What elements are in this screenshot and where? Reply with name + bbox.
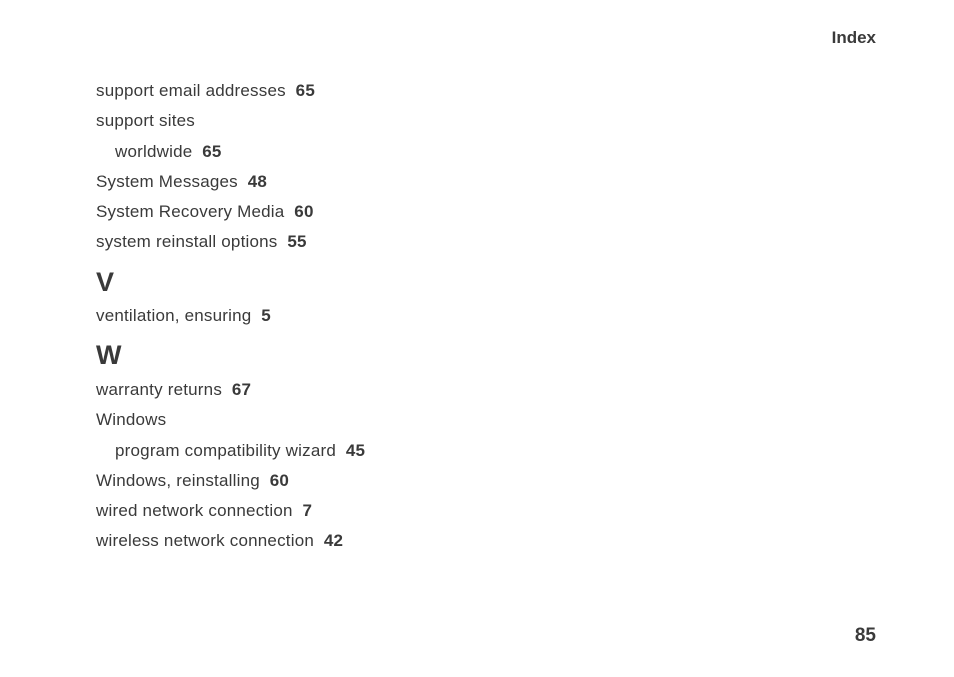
index-entry: wireless network connection 42 [96,526,876,556]
index-page-ref: 67 [232,380,251,399]
index-term: wired network connection [96,501,293,520]
index-entry: ventilation, ensuring 5 [96,301,876,331]
index-term: wireless network connection [96,531,314,550]
index-entry: support sites [96,106,876,136]
index-header: Index [96,28,876,48]
page-number: 85 [855,625,876,647]
index-page-ref: 65 [202,142,221,161]
index-term: Windows, reinstalling [96,471,260,490]
index-term: support email addresses [96,81,286,100]
index-page-ref: 55 [287,232,306,251]
index-entry: support email addresses 65 [96,76,876,106]
index-term: worldwide [115,142,192,161]
index-entry: wired network connection 7 [96,496,876,526]
section-letter-w: W [96,341,876,371]
index-page-ref: 60 [270,471,289,490]
index-page-ref: 45 [346,441,365,460]
index-sub-entry: worldwide 65 [96,137,876,167]
index-entry: warranty returns 67 [96,375,876,405]
index-page-ref: 7 [302,501,312,520]
index-entry: system reinstall options 55 [96,227,876,257]
index-term: Windows [96,410,166,429]
index-term: ventilation, ensuring [96,306,251,325]
index-term: warranty returns [96,380,222,399]
index-entry: System Messages 48 [96,167,876,197]
index-term: support sites [96,111,195,130]
index-page-ref: 48 [248,172,267,191]
index-entry: Windows [96,405,876,435]
index-page-ref: 42 [324,531,343,550]
index-entry: System Recovery Media 60 [96,197,876,227]
index-page-ref: 65 [296,81,315,100]
index-entry: Windows, reinstalling 60 [96,466,876,496]
index-sub-entry: program compatibility wizard 45 [96,436,876,466]
index-term: System Messages [96,172,238,191]
index-content: support email addresses 65 support sites… [96,76,876,557]
index-page-ref: 5 [261,306,271,325]
section-letter-v: V [96,268,876,298]
index-term: System Recovery Media [96,202,284,221]
index-term: system reinstall options [96,232,277,251]
index-page-ref: 60 [294,202,313,221]
index-term: program compatibility wizard [115,441,336,460]
